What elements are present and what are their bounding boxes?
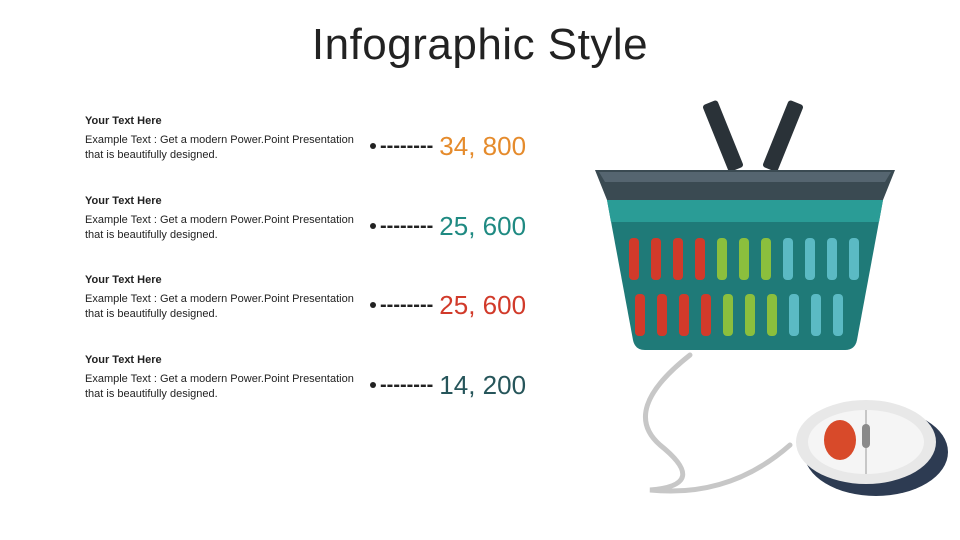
- stat-value: 25, 600: [439, 292, 526, 318]
- stat-value: 34, 800: [439, 133, 526, 159]
- stat-row: Your Text Here Example Text : Get a moder…: [85, 115, 585, 163]
- stat-row: Your Text Here Example Text : Get a moder…: [85, 274, 585, 322]
- stat-value: 25, 600: [439, 213, 526, 239]
- row-body: Example Text : Get a modern Power.Point …: [85, 213, 360, 243]
- stat-row: Your Text Here Example Text : Get a moder…: [85, 354, 585, 402]
- row-body: Example Text : Get a modern Power.Point …: [85, 372, 360, 402]
- bullet-icon: [370, 223, 376, 229]
- bullet-icon: [370, 302, 376, 308]
- row-heading: Your Text Here: [85, 354, 360, 366]
- row-heading: Your Text Here: [85, 195, 360, 207]
- row-heading: Your Text Here: [85, 115, 360, 127]
- mouse-icon: [790, 390, 950, 500]
- row-heading: Your Text Here: [85, 274, 360, 286]
- stat-rows: Your Text Here Example Text : Get a moder…: [85, 115, 585, 434]
- stat-value: 14, 200: [439, 372, 526, 398]
- bullet-icon: [370, 382, 376, 388]
- page-title: Infographic Style: [0, 20, 960, 70]
- basket-handle: [702, 100, 804, 172]
- connector-dashes: --------: [380, 216, 433, 236]
- connector-dashes: --------: [380, 375, 433, 395]
- connector-dashes: --------: [380, 295, 433, 315]
- stat-row: Your Text Here Example Text : Get a moder…: [85, 195, 585, 243]
- row-body: Example Text : Get a modern Power.Point …: [85, 133, 360, 163]
- row-body: Example Text : Get a modern Power.Point …: [85, 292, 360, 322]
- bullet-icon: [370, 143, 376, 149]
- basket-icon: [585, 100, 905, 360]
- connector-dashes: --------: [380, 136, 433, 156]
